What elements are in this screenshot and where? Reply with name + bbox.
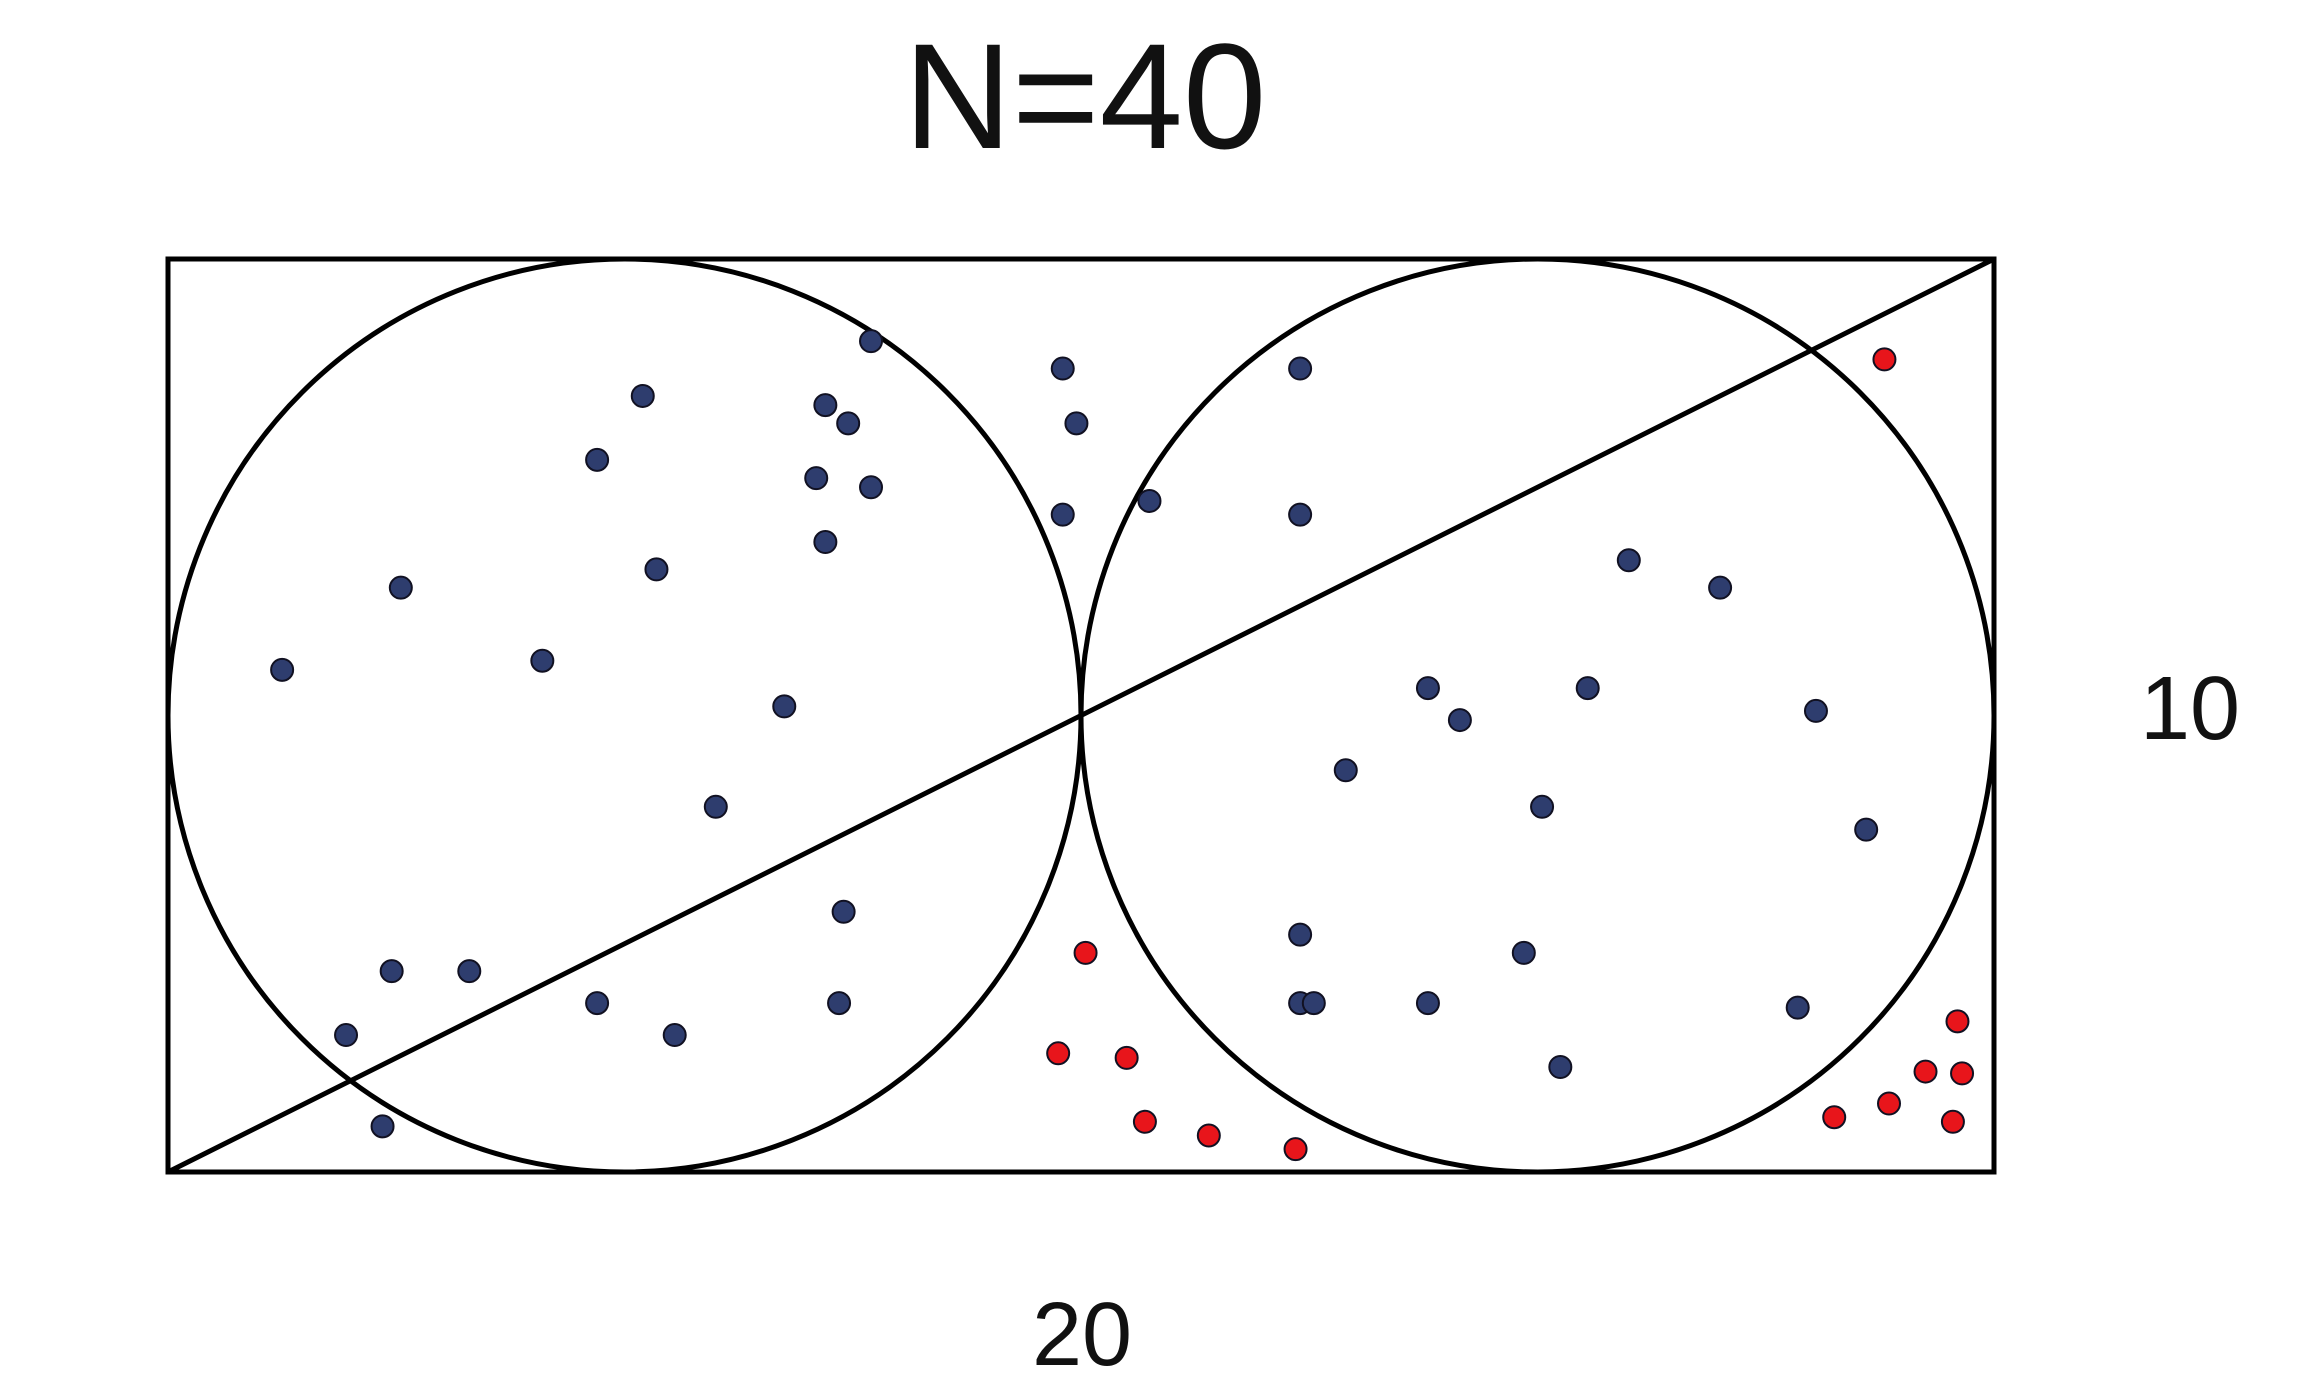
outside-point <box>1913 1059 1938 1084</box>
inside-point <box>813 393 838 418</box>
inside-point <box>1288 502 1313 527</box>
inside-point <box>1415 991 1440 1016</box>
inside-point <box>1050 502 1075 527</box>
inside-point <box>1575 676 1600 701</box>
inside-point <box>334 1023 359 1048</box>
outside-point <box>1872 347 1897 372</box>
inside-point <box>1803 698 1828 723</box>
outside-point <box>1046 1041 1071 1066</box>
inside-point <box>703 794 728 819</box>
inside-point <box>1616 548 1641 573</box>
left-circle <box>165 256 1084 1175</box>
outside-points-group <box>1046 347 1975 1162</box>
inside-points-group <box>270 329 1879 1139</box>
inside-point <box>270 657 295 682</box>
diagram-title: N=40 <box>904 12 1267 180</box>
inside-point <box>662 1023 687 1048</box>
inside-point <box>379 959 404 984</box>
inside-point <box>1511 940 1536 965</box>
inside-point <box>804 466 829 491</box>
outside-point <box>1132 1109 1157 1134</box>
outside-point <box>1940 1109 1965 1134</box>
inside-point <box>1708 575 1733 600</box>
inside-point <box>1301 991 1326 1016</box>
inside-point <box>813 530 838 555</box>
width-label: 20 <box>1032 1285 1132 1385</box>
outside-point <box>1196 1123 1221 1148</box>
inside-point <box>457 959 482 984</box>
inside-point <box>1050 356 1075 381</box>
outside-point <box>1950 1061 1975 1086</box>
right-circle <box>1078 256 1997 1175</box>
inside-point <box>1137 488 1162 513</box>
inside-point <box>831 899 856 924</box>
inside-point <box>630 383 655 408</box>
inside-point <box>1447 708 1472 733</box>
inside-point <box>859 475 884 500</box>
inside-point <box>827 991 852 1016</box>
inside-point <box>585 991 610 1016</box>
inside-point <box>1288 922 1313 947</box>
outside-point <box>1073 940 1098 965</box>
outside-point <box>1822 1105 1847 1130</box>
inside-point <box>859 329 884 354</box>
diagonal-line <box>166 256 1996 1175</box>
outside-point <box>1114 1045 1139 1070</box>
inside-point <box>1333 758 1358 783</box>
inside-point <box>1548 1055 1573 1080</box>
inside-point <box>370 1114 395 1139</box>
inside-point <box>1785 995 1810 1020</box>
inside-point <box>836 411 861 436</box>
outside-point <box>1945 1009 1970 1034</box>
geometry-group <box>165 256 1997 1175</box>
inside-point <box>388 575 413 600</box>
inside-point <box>772 694 797 719</box>
inside-point <box>1288 356 1313 381</box>
inside-point <box>644 557 669 582</box>
outside-point <box>1283 1137 1308 1162</box>
inside-point <box>585 447 610 472</box>
inside-point <box>1064 411 1089 436</box>
height-label: 10 <box>2140 659 2240 759</box>
inside-point <box>1530 794 1555 819</box>
inside-point <box>1415 676 1440 701</box>
inside-point <box>530 648 555 673</box>
inside-point <box>1854 817 1879 842</box>
outside-point <box>1877 1091 1902 1116</box>
